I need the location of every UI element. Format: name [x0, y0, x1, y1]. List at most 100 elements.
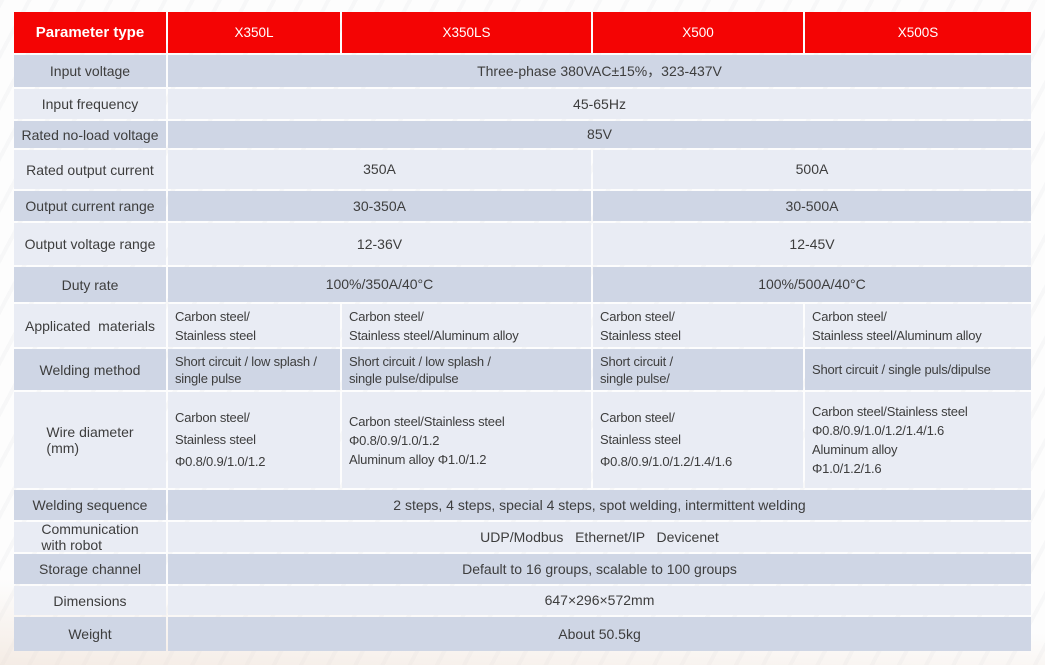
param-label-text: Wire diameter (mm): [46, 424, 134, 456]
param-label-text: Communication with robot: [41, 522, 139, 552]
row-storage-channel: Storage channel Default to 16 groups, sc…: [14, 554, 1031, 584]
value-cell-500: 30-500A: [593, 191, 1031, 221]
param-label: Dimensions: [14, 586, 166, 615]
value-text: 30-350A: [353, 197, 406, 214]
param-label-text: Output voltage range: [24, 236, 156, 252]
param-label-text: Rated no-load voltage: [21, 126, 159, 143]
value-cell-500: 500A: [593, 150, 1031, 189]
value-cell-x500: Short circuit / single pulse/: [593, 349, 803, 390]
param-label-text: Welding sequence: [32, 497, 148, 513]
param-label: Wire diameter (mm): [14, 392, 166, 488]
value-cell-x350l: Carbon steel/ Stainless steel: [168, 304, 340, 347]
header-parameter-type: Parameter type: [14, 12, 166, 53]
value-cell-x500s: Carbon steel/ Stainless steel/Aluminum a…: [805, 304, 1031, 347]
value-text: Carbon steel/Stainless steel Φ0.8/0.9/1.…: [349, 413, 505, 467]
param-label: Rated output current: [14, 150, 166, 189]
value-cell-500: 12-45V: [593, 223, 1031, 265]
value-cell: Three-phase 380VAC±15%，323-437V: [168, 55, 1031, 87]
value-text: 647×296×572mm: [544, 592, 655, 608]
row-weight: Weight About 50.5kg: [14, 617, 1031, 651]
value-cell: 647×296×572mm: [168, 586, 1031, 615]
row-rated-output-current: Rated output current 350A 500A: [14, 150, 1031, 189]
row-input-voltage: Input voltage Three-phase 380VAC±15%，323…: [14, 55, 1031, 87]
param-label: Weight: [14, 617, 166, 651]
value-text: 2 steps, 4 steps, special 4 steps, spot …: [393, 496, 806, 513]
value-text: 12-45V: [789, 235, 835, 252]
header-model-x500s: X500S: [805, 12, 1031, 53]
row-welding-sequence: Welding sequence 2 steps, 4 steps, speci…: [14, 490, 1031, 520]
value-text: About 50.5kg: [558, 625, 641, 642]
value-text: Carbon steel/ Stainless steel: [175, 308, 256, 343]
param-label-text: Dimensions: [53, 592, 127, 609]
value-text: Short circuit / low splash / single puls…: [349, 353, 491, 386]
param-label: Input voltage: [14, 55, 166, 87]
row-duty-rate: Duty rate 100%/350A/40°C 100%/500A/40°C: [14, 267, 1031, 302]
value-text: 350A: [363, 161, 396, 177]
row-applicated-materials: Applicated materials Carbon steel/ Stain…: [14, 304, 1031, 347]
value-cell-x350ls: Carbon steel/Stainless steel Φ0.8/0.9/1.…: [342, 392, 591, 488]
param-label: Welding method: [14, 349, 166, 390]
param-label: Output current range: [14, 191, 166, 221]
value-text: Carbon steel/ Stainless steel/Aluminum a…: [349, 308, 519, 343]
header-model-x350ls: X350LS: [342, 12, 591, 53]
value-cell: 45-65Hz: [168, 89, 1031, 119]
value-cell-350: 12-36V: [168, 223, 591, 265]
value-text: Default to 16 groups, scalable to 100 gr…: [462, 560, 737, 577]
param-label: Communication with robot: [14, 522, 166, 552]
param-label-text: Duty rate: [61, 276, 119, 293]
header-model-x500-label: X500: [682, 25, 714, 40]
value-text: Carbon steel/ Stainless steel: [600, 308, 681, 343]
param-label: Duty rate: [14, 267, 166, 302]
param-label: Output voltage range: [14, 223, 166, 265]
value-text: Carbon steel/ Stainless steel/Aluminum a…: [812, 308, 982, 343]
param-label-text: Storage channel: [39, 561, 141, 577]
value-cell-x350l: Short circuit / low splash / single puls…: [168, 349, 340, 390]
value-text: Carbon steel/ Stainless steel Φ0.8/0.9/1…: [600, 410, 733, 469]
param-label-text: Output current range: [25, 198, 155, 214]
header-parameter-type-label: Parameter type: [35, 24, 145, 41]
value-text: 45-65Hz: [573, 95, 626, 112]
row-input-frequency: Input frequency 45-65Hz: [14, 89, 1031, 119]
value-cell-x500s: Short circuit / single puls/dipulse: [805, 349, 1031, 390]
param-label-text: Applicated materials: [25, 317, 155, 334]
spec-table: Parameter type X350L X350LS X500 X500S I…: [14, 12, 1031, 653]
value-text: 100%/500A/40°C: [758, 276, 866, 292]
header-model-x500: X500: [593, 12, 803, 53]
value-cell-x350ls: Carbon steel/ Stainless steel/Aluminum a…: [342, 304, 591, 347]
value-cell: About 50.5kg: [168, 617, 1031, 651]
header-model-x350l: X350L: [168, 12, 340, 53]
row-welding-method: Welding method Short circuit / low splas…: [14, 349, 1031, 390]
param-label: Welding sequence: [14, 490, 166, 520]
value-cell: 85V: [168, 121, 1031, 148]
value-cell: 2 steps, 4 steps, special 4 steps, spot …: [168, 490, 1031, 520]
row-wire-diameter: Wire diameter (mm) Carbon steel/ Stainle…: [14, 392, 1031, 488]
row-output-current-range: Output current range 30-350A 30-500A: [14, 191, 1031, 221]
value-text: 500A: [795, 161, 829, 177]
row-communication-with-robot: Communication with robot UDP/Modbus Ethe…: [14, 522, 1031, 552]
value-text: Carbon steel/ Stainless steel Φ0.8/0.9/1…: [175, 410, 266, 469]
param-label-text: Input frequency: [41, 96, 139, 112]
header-model-x500s-label: X500S: [897, 25, 939, 40]
value-cell-350: 30-350A: [168, 191, 591, 221]
value-text: Short circuit / low splash / single puls…: [175, 353, 317, 386]
value-text: 100%/350A/40°C: [325, 276, 434, 292]
param-label: Input frequency: [14, 89, 166, 119]
row-output-voltage-range: Output voltage range 12-36V 12-45V: [14, 223, 1031, 265]
value-cell-x500: Carbon steel/ Stainless steel Φ0.8/0.9/1…: [593, 392, 803, 488]
value-cell: UDP/Modbus Ethernet/IP Devicenet: [168, 522, 1031, 552]
value-cell-350: 350A: [168, 150, 591, 189]
value-cell-x500: Carbon steel/ Stainless steel: [593, 304, 803, 347]
header-model-x350ls-label: X350LS: [442, 25, 491, 40]
row-dimensions: Dimensions 647×296×572mm: [14, 586, 1031, 615]
value-text: UDP/Modbus Ethernet/IP Devicenet: [480, 528, 719, 545]
value-cell-x350ls: Short circuit / low splash / single puls…: [342, 349, 591, 390]
param-label: Rated no-load voltage: [14, 121, 166, 148]
param-label-text: Weight: [68, 626, 112, 642]
row-rated-no-load-voltage: Rated no-load voltage 85V: [14, 121, 1031, 148]
value-cell-x350l: Carbon steel/ Stainless steel Φ0.8/0.9/1…: [168, 392, 340, 488]
value-cell-500: 100%/500A/40°C: [593, 267, 1031, 302]
param-label: Applicated materials: [14, 304, 166, 347]
value-text: 12-36V: [356, 235, 403, 252]
value-text: 85V: [587, 126, 612, 142]
table-header-row: Parameter type X350L X350LS X500 X500S: [14, 12, 1031, 53]
